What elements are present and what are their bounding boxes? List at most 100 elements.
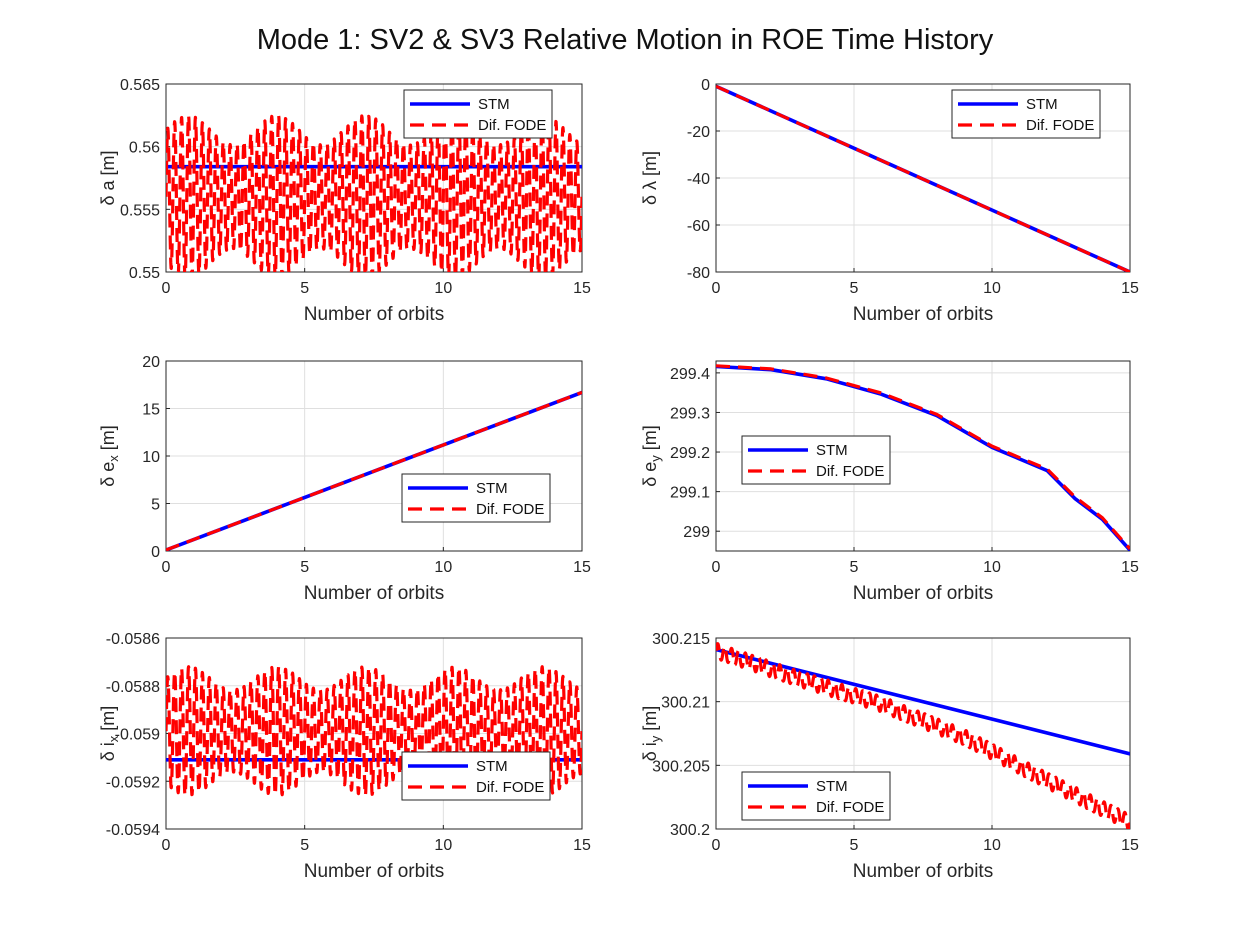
- subplot-4: 0 5 10 15 299 299.1 299.2 299.3 299.4 Number of o…: [640, 360, 1139, 604]
- x-tick-label: 15: [573, 280, 591, 297]
- x-tick-label: 0: [162, 837, 171, 854]
- y-tick-label: 0.56: [129, 140, 160, 157]
- x-tick-label: 15: [1121, 559, 1139, 576]
- series-line-fode: [716, 642, 1130, 829]
- x-tick-label: 0: [712, 837, 721, 854]
- x-axis-label: Number of orbits: [853, 583, 993, 604]
- legend-box: [951, 89, 1101, 139]
- x-axis-label: Number of orbits: [853, 304, 993, 325]
- legend: STM Dif. FODE: [741, 771, 891, 821]
- y-tick-label: 300.2: [670, 822, 710, 839]
- legend-label: Dif. FODE: [476, 779, 544, 796]
- plot-content: [716, 642, 1130, 829]
- x-tick-label: 0: [712, 559, 721, 576]
- y-tick-label: 0: [701, 77, 710, 94]
- subplot-2: 0 5 10 15 -80 -60 -40 -20 0 Number of orbits δ λ […: [640, 77, 1139, 325]
- y-tick-label: 299.1: [670, 485, 710, 502]
- x-tick-label: 15: [573, 559, 591, 576]
- legend-label: Dif. FODE: [478, 117, 546, 134]
- x-tick-label: 5: [850, 280, 859, 297]
- legend-box: [401, 473, 551, 523]
- legend-label: Dif. FODE: [1026, 117, 1094, 134]
- axes-box: [715, 637, 1131, 830]
- y-axis-label: δ iy [m]: [640, 706, 663, 762]
- y-axis-label: δ a [m]: [98, 150, 118, 205]
- plot-content: [716, 364, 1130, 551]
- y-tick-label: 299.4: [670, 366, 710, 383]
- legend: STM Dif. FODE: [741, 435, 891, 485]
- series-line-fode: [166, 665, 582, 798]
- legend-label: STM: [816, 778, 848, 795]
- legend-label: Dif. FODE: [816, 463, 884, 480]
- y-tick-label: -80: [687, 265, 710, 282]
- y-tick-label: 5: [151, 497, 160, 514]
- x-tick-label: 10: [434, 280, 452, 297]
- x-tick-label: 10: [983, 837, 1001, 854]
- x-tick-label: 5: [300, 837, 309, 854]
- x-tick-label: 10: [434, 559, 452, 576]
- y-tick-label: -0.0588: [106, 679, 160, 696]
- figure-title: Mode 1: SV2 & SV3 Relative Motion in ROE…: [256, 24, 994, 56]
- legend: STM Dif. FODE: [951, 89, 1101, 139]
- y-tick-label: 300.205: [652, 758, 710, 775]
- y-tick-label: 0.565: [120, 77, 160, 94]
- subplot-1: 0 5 10 15 0.55 0.555 0.56 0.565 Number of orbits…: [98, 77, 591, 325]
- plot-content: [716, 84, 1130, 272]
- y-tick-label: 300.21: [661, 695, 710, 712]
- plot-content: [166, 113, 582, 272]
- legend-label: STM: [476, 480, 508, 497]
- y-tick-label: 10: [142, 449, 160, 466]
- x-axis-label: Number of orbits: [304, 304, 444, 325]
- subplot-5: 0 5 10 15 -0.0594 -0.0592 -0.059 -0.0588 -0.0586…: [98, 631, 591, 882]
- y-tick-label: 300.215: [652, 631, 710, 648]
- x-tick-label: 5: [850, 559, 859, 576]
- y-tick-label: -40: [687, 171, 710, 188]
- y-axis-label: δ ex [m]: [98, 425, 121, 487]
- legend-label: STM: [816, 442, 848, 459]
- series-line-fode: [166, 113, 582, 272]
- legend-label: Dif. FODE: [816, 799, 884, 816]
- y-tick-label: -0.0592: [106, 774, 160, 791]
- y-tick-label: 15: [142, 402, 160, 419]
- x-axis-label: Number of orbits: [304, 583, 444, 604]
- series-line-fode: [716, 84, 1130, 272]
- x-tick-label: 15: [1121, 280, 1139, 297]
- axes-box: [715, 360, 1131, 552]
- series-line-stm: [716, 647, 1130, 756]
- y-tick-label: 299.2: [670, 445, 710, 462]
- x-tick-label: 10: [434, 837, 452, 854]
- x-tick-label: 10: [983, 280, 1001, 297]
- axes-box: [165, 360, 583, 552]
- y-tick-label: -0.059: [115, 727, 160, 744]
- series-line-fode: [716, 364, 1130, 551]
- y-axis-label: δ ix [m]: [98, 706, 121, 762]
- series-line-fode: [166, 390, 582, 551]
- x-axis-label: Number of orbits: [853, 861, 993, 882]
- legend-label: STM: [1026, 96, 1058, 113]
- legend-box: [741, 435, 891, 485]
- y-tick-label: -0.0594: [106, 822, 160, 839]
- legend-label: STM: [478, 96, 510, 113]
- x-tick-label: 0: [162, 280, 171, 297]
- x-tick-label: 5: [300, 559, 309, 576]
- legend: STM Dif. FODE: [401, 751, 551, 801]
- y-axis-label: δ λ [m]: [640, 151, 660, 205]
- axes-box: [715, 83, 1131, 273]
- legend-box: [401, 751, 551, 801]
- x-tick-label: 5: [300, 280, 309, 297]
- legend: STM Dif. FODE: [401, 473, 551, 523]
- x-tick-label: 15: [573, 837, 591, 854]
- legend-box: [741, 771, 891, 821]
- x-tick-label: 0: [162, 559, 171, 576]
- y-tick-label: 299: [683, 524, 710, 541]
- legend-box: [403, 89, 553, 139]
- y-tick-label: 299.3: [670, 405, 710, 422]
- x-tick-label: 0: [712, 280, 721, 297]
- y-axis-label: δ ey [m]: [640, 425, 663, 487]
- x-axis-label: Number of orbits: [304, 861, 444, 882]
- y-tick-label: 20: [142, 354, 160, 371]
- legend-label: STM: [476, 758, 508, 775]
- x-tick-label: 15: [1121, 837, 1139, 854]
